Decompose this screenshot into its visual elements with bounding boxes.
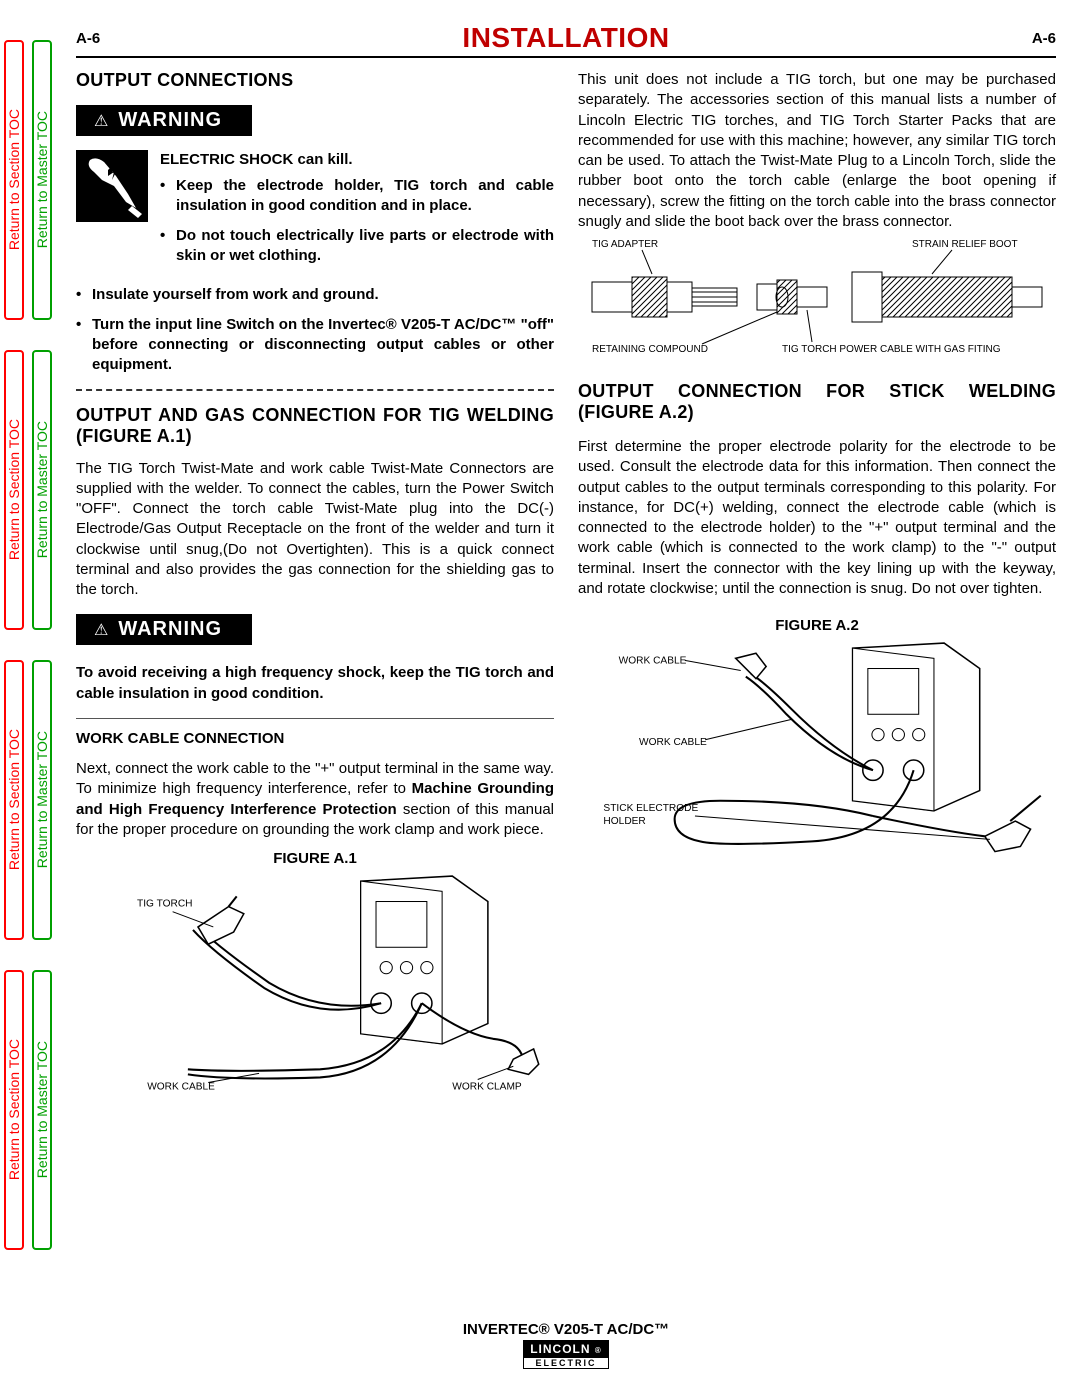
safety-bullet: Turn the input line Switch on the Invert… <box>76 315 554 374</box>
heading-work-cable: WORK CABLE CONNECTION <box>76 729 554 749</box>
safety-bullet: Do not touch electrically live parts or … <box>160 226 554 266</box>
side-tabs: Return to Section TOC Return to Section … <box>0 0 56 1397</box>
svg-text:HOLDER: HOLDER <box>603 816 645 827</box>
master-toc-link[interactable]: Return to Master TOC <box>32 660 52 940</box>
right-column: This unit does not include a TIG torch, … <box>578 70 1056 1100</box>
warning-label: ⚠ WARNING <box>76 105 252 136</box>
safety-bullet: Keep the electrode holder, TIG torch and… <box>160 176 554 216</box>
svg-text:TIG ADAPTER: TIG ADAPTER <box>592 239 658 250</box>
page-title: INSTALLATION <box>462 22 669 54</box>
svg-text:STICK ELECTRODE: STICK ELECTRODE <box>603 803 698 814</box>
page-content: A-6 INSTALLATION A-6 OUTPUT CONNECTIONS … <box>76 22 1056 1377</box>
shock-can-kill: ELECTRIC SHOCK can kill. <box>160 150 554 170</box>
section-toc-column: Return to Section TOC Return to Section … <box>4 0 24 1397</box>
section-toc-link[interactable]: Return to Section TOC <box>4 40 24 320</box>
warning-text: WARNING <box>118 109 222 132</box>
figure-a2-diagram: WORK CABLE WORK CABLE STICK ELECTRODE HO… <box>578 638 1056 872</box>
label-tig-torch: TIG TORCH <box>137 899 193 910</box>
page-number-right: A-6 <box>1032 30 1056 47</box>
tig-torch-intro: This unit does not include a TIG torch, … <box>578 70 1056 232</box>
footer-model: INVERTEC® V205-T AC/DC™ <box>76 1321 1056 1338</box>
label-work-clamp: WORK CLAMP <box>452 1082 522 1093</box>
tig-paragraph: The TIG Torch Twist-Mate and work cable … <box>76 459 554 601</box>
figure-a2-label: FIGURE A.2 <box>578 617 1056 634</box>
master-toc-link[interactable]: Return to Master TOC <box>32 350 52 630</box>
section-toc-link[interactable]: Return to Section TOC <box>4 970 24 1250</box>
electric-shock-icon <box>76 150 148 222</box>
master-toc-link[interactable]: Return to Master TOC <box>32 970 52 1250</box>
safety-bullet: Insulate yourself from work and ground. <box>76 285 554 305</box>
svg-text:STRAIN RELIEF BOOT: STRAIN RELIEF BOOT <box>912 239 1018 250</box>
warning-text: WARNING <box>118 618 222 641</box>
figure-a1-diagram: TIG TORCH WORK CABLE WORK CLAMP <box>76 871 554 1095</box>
master-toc-link[interactable]: Return to Master TOC <box>32 40 52 320</box>
heading-output-connections: OUTPUT CONNECTIONS <box>76 70 554 91</box>
master-toc-column: Return to Master TOC Return to Master TO… <box>32 0 52 1397</box>
svg-text:TIG TORCH POWER CABLE WITH GAS: TIG TORCH POWER CABLE WITH GAS FITING <box>782 344 1001 355</box>
twist-mate-connector-diagram: TIG ADAPTER STRAIN RELIEF BOOT RETAINING… <box>578 232 1056 362</box>
stick-paragraph: First determine the proper electrode pol… <box>578 437 1056 599</box>
label-work-cable: WORK CABLE <box>147 1082 215 1093</box>
warning-label: ⚠ WARNING <box>76 614 252 645</box>
divider-thin <box>76 718 554 719</box>
page-footer: INVERTEC® V205-T AC/DC™ LINCOLN ® ELECTR… <box>76 1321 1056 1371</box>
svg-text:WORK CABLE: WORK CABLE <box>639 737 707 748</box>
section-toc-link[interactable]: Return to Section TOC <box>4 350 24 630</box>
left-column: OUTPUT CONNECTIONS ⚠ WARNING ELECTRIC <box>76 70 554 1100</box>
section-toc-link[interactable]: Return to Section TOC <box>4 660 24 940</box>
figure-a1-label: FIGURE A.1 <box>76 850 554 867</box>
warning-triangle-icon: ⚠ <box>94 111 108 131</box>
heading-tig-connection: OUTPUT AND GAS CONNECTION FOR TIG WELDIN… <box>76 405 554 447</box>
page-header: A-6 INSTALLATION A-6 <box>76 22 1056 58</box>
page-number-left: A-6 <box>76 30 100 47</box>
warning-triangle-icon: ⚠ <box>94 620 108 640</box>
svg-text:RETAINING COMPOUND: RETAINING COMPOUND <box>592 344 708 355</box>
lincoln-electric-logo: LINCOLN ® ELECTRIC <box>523 1340 609 1369</box>
heading-stick-connection: OUTPUT CONNECTION FOR STICK WELDING (FIG… <box>578 381 1056 423</box>
divider-dashed <box>76 389 554 391</box>
svg-text:WORK CABLE: WORK CABLE <box>619 655 687 666</box>
hf-shock-warning: To avoid receiving a high frequency shoc… <box>76 663 554 704</box>
work-cable-paragraph: Next, connect the work cable to the "+" … <box>76 759 554 840</box>
